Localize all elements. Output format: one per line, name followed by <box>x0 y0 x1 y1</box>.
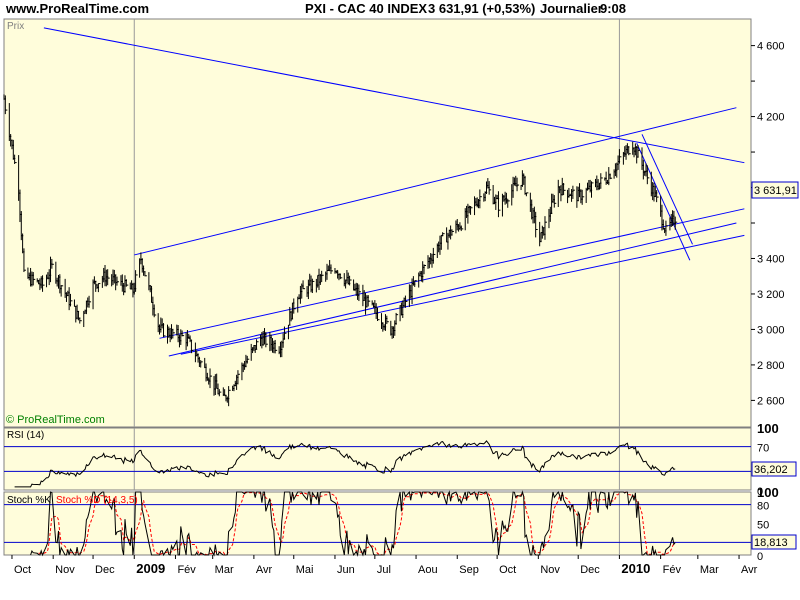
stoch-k-line <box>30 490 676 557</box>
x-tick-label: Sep <box>459 564 479 576</box>
stoch-last-box <box>751 534 797 550</box>
last-price-box <box>751 181 799 199</box>
y-tick-label: 3 400 <box>757 253 785 265</box>
price-bars <box>3 94 678 407</box>
stoch-k-title: Stoch %K <box>7 495 51 506</box>
x-tick-label: Mai <box>296 564 314 576</box>
trend-line-short-term-1 <box>641 134 693 245</box>
x-tick-label: Dec <box>580 564 600 576</box>
stoch-tick-label: 0 <box>757 551 763 563</box>
x-tick-label: Fév <box>663 564 682 576</box>
stoch-d-line <box>38 491 676 556</box>
rsi-line <box>14 440 676 488</box>
site-name[interactable]: www.ProRealTime.com <box>6 1 150 16</box>
x-tick-label: Jul <box>377 564 391 576</box>
price-panel-title: Prix <box>7 21 24 32</box>
x-tick-label: Oct <box>499 564 516 576</box>
axis-labels: Oct Nov Dec 2009 Fév Mar Avr Mai Jun Jul Aou Sep Oct… <box>14 41 785 576</box>
last-price-label: 3 631,91 <box>754 185 797 197</box>
x-tick-label: Dec <box>95 564 115 576</box>
rsi-last-box <box>751 461 797 477</box>
x-tick-label: Mar <box>700 564 719 576</box>
x-tick-label: 2010 <box>621 561 650 576</box>
x-tick-label: Avr <box>741 564 758 576</box>
rsi-tick-label: 100 <box>757 421 779 436</box>
x-tick-label: Aou <box>418 564 438 576</box>
rsi-panel-title: RSI (14) <box>7 430 44 441</box>
trend-line-resistance <box>43 27 745 164</box>
time-label: 9:08 <box>600 1 627 16</box>
trend-line-support-1 <box>159 208 745 339</box>
trend-line-support-3 <box>180 234 745 355</box>
trend-line-short-term-2 <box>636 142 691 261</box>
x-tick-label: Avr <box>256 564 273 576</box>
stoch-lines <box>30 490 676 557</box>
y-tick-label: 4 600 <box>757 41 785 53</box>
x-tick-label: Jun <box>337 564 355 576</box>
quote-value: 3 631,91 (+0,53%) <box>428 1 536 16</box>
stoch-panel <box>3 491 752 556</box>
stoch-tick-label: 50 <box>757 520 769 532</box>
stoch-d-title: Stoch %D (14,3,5) <box>56 495 138 506</box>
x-tick-label: Nov <box>55 564 75 576</box>
rsi-tick-label: 0 <box>757 486 763 498</box>
stoch-last-label: 18,813 <box>754 537 788 549</box>
instrument-name: PXI - CAC 40 INDEX <box>305 1 428 16</box>
rsi-lines <box>14 440 676 488</box>
period-label: Journalier <box>540 1 603 16</box>
y-tick-label: 3 200 <box>757 289 785 301</box>
price-panel <box>3 18 752 428</box>
y-tick-label: 2 600 <box>757 395 785 407</box>
x-tick-label: 2009 <box>136 561 165 576</box>
rsi-panel <box>3 427 752 491</box>
x-tick-label: Mar <box>215 564 234 576</box>
watermark: © ProRealTime.com <box>6 414 105 426</box>
rsi-last-label: 36,202 <box>754 464 788 476</box>
stoch-tick-label: 80 <box>757 501 769 513</box>
stoch-tick-label: 100 <box>757 485 779 500</box>
x-tick-label: Oct <box>14 564 31 576</box>
x-tick-label: Fév <box>177 564 196 576</box>
x-tick-label: Nov <box>540 564 560 576</box>
y-tick-label: 2 800 <box>757 360 785 372</box>
y-tick-label: 4 200 <box>757 112 785 124</box>
trend-line-channel-top <box>134 107 737 256</box>
y-tick-label: 3 000 <box>757 324 785 336</box>
rsi-tick-label: 70 <box>757 443 769 455</box>
